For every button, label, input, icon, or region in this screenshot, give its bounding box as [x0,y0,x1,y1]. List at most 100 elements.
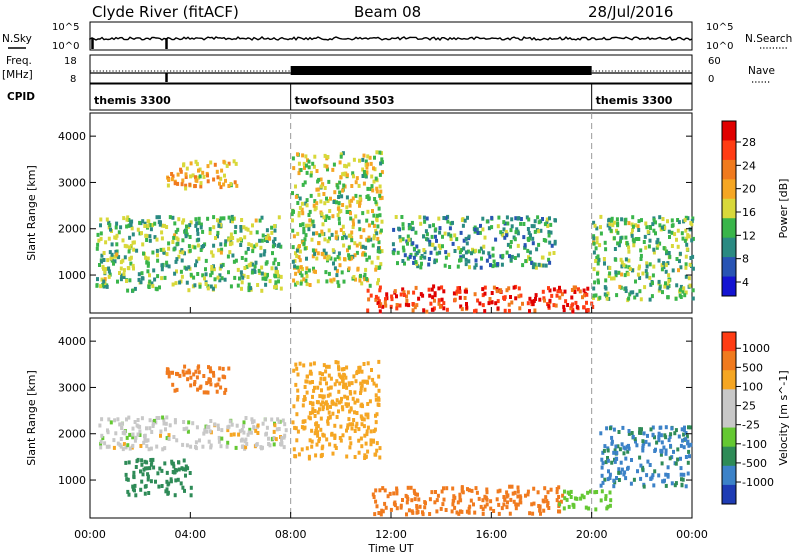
data-cell [521,263,525,268]
status-traces [89,36,693,82]
data-cell [505,215,509,220]
data-cell [592,236,596,241]
data-cell [192,275,196,280]
data-cell [626,242,630,247]
data-cell [339,438,343,443]
data-cell [611,223,615,228]
data-cell [668,434,672,439]
data-cell [243,266,247,270]
data-cell [149,446,153,451]
data-cell [334,360,338,365]
data-cell [644,439,648,444]
data-cell [239,243,243,247]
data-cell [592,286,596,291]
data-cell [447,252,451,257]
data-cell [452,494,456,499]
data-cell [330,232,334,237]
data-cell [329,404,332,409]
data-cell [128,245,131,250]
data-cell [437,298,441,303]
data-cell [604,496,608,501]
data-cell [528,256,532,261]
data-cell [684,431,688,435]
data-cell [319,184,323,189]
data-cell [324,270,328,275]
data-cell [132,247,136,252]
data-cell [684,455,688,459]
data-cell [326,421,330,426]
data-cell [348,409,352,414]
data-cell [159,433,162,438]
data-cell [230,422,234,427]
data-cell [228,250,232,255]
data-cell [651,432,655,437]
data-cell [175,371,178,376]
data-cell [252,419,256,424]
data-cell [597,258,601,263]
data-cell [432,306,436,311]
data-cell [131,288,135,293]
data-cell [563,489,566,494]
data-cell [380,157,384,162]
data-cell [619,239,622,244]
data-cell [178,280,182,285]
data-cell [562,308,566,313]
data-cell [122,268,126,273]
data-cell [146,256,150,261]
data-cell [308,209,312,214]
data-cell [419,221,423,226]
data-cell [100,417,104,422]
data-cell [506,242,510,247]
data-cell [663,433,667,438]
data-cell [648,297,652,302]
data-cell [440,285,444,290]
data-cell [228,419,232,424]
data-cell [172,247,176,252]
data-cell [327,179,331,184]
data-cell [148,234,152,239]
data-cell [347,266,351,271]
data-cell [522,222,526,226]
data-cell [624,476,628,481]
data-cell [311,402,315,407]
data-cell [231,216,235,221]
date-title: 28/Jul/2016 [588,3,673,21]
data-cell [138,433,142,437]
data-cell [365,277,369,281]
data-cell [435,498,439,503]
data-cell [352,222,355,227]
data-cell [514,216,518,221]
data-cell [182,427,186,432]
data-cell [403,261,406,266]
data-cell [194,369,198,374]
data-cell [308,411,312,416]
data-cell [641,271,645,276]
data-cell [509,295,512,299]
data-cell [570,288,574,292]
data-cell [623,273,627,278]
data-cell [206,286,210,291]
colorbar-swatch [722,257,736,278]
data-cell [217,248,221,253]
data-cell [619,257,623,262]
data-cell [433,246,437,251]
data-cell [423,250,427,255]
data-cell [239,225,243,229]
data-cell [372,213,376,218]
data-cell [329,385,333,390]
data-cell [374,200,378,205]
data-cell [669,443,672,448]
data-cell [620,217,624,222]
data-cell [516,502,520,507]
data-cell [341,203,345,207]
data-cell [591,305,595,309]
data-cell [673,483,677,488]
data-cell [401,259,405,263]
data-cell [503,497,507,502]
data-cell [448,265,452,269]
data-cell [644,221,648,226]
data-cell [322,192,326,196]
data-cell [417,249,421,254]
data-cell [667,229,671,234]
